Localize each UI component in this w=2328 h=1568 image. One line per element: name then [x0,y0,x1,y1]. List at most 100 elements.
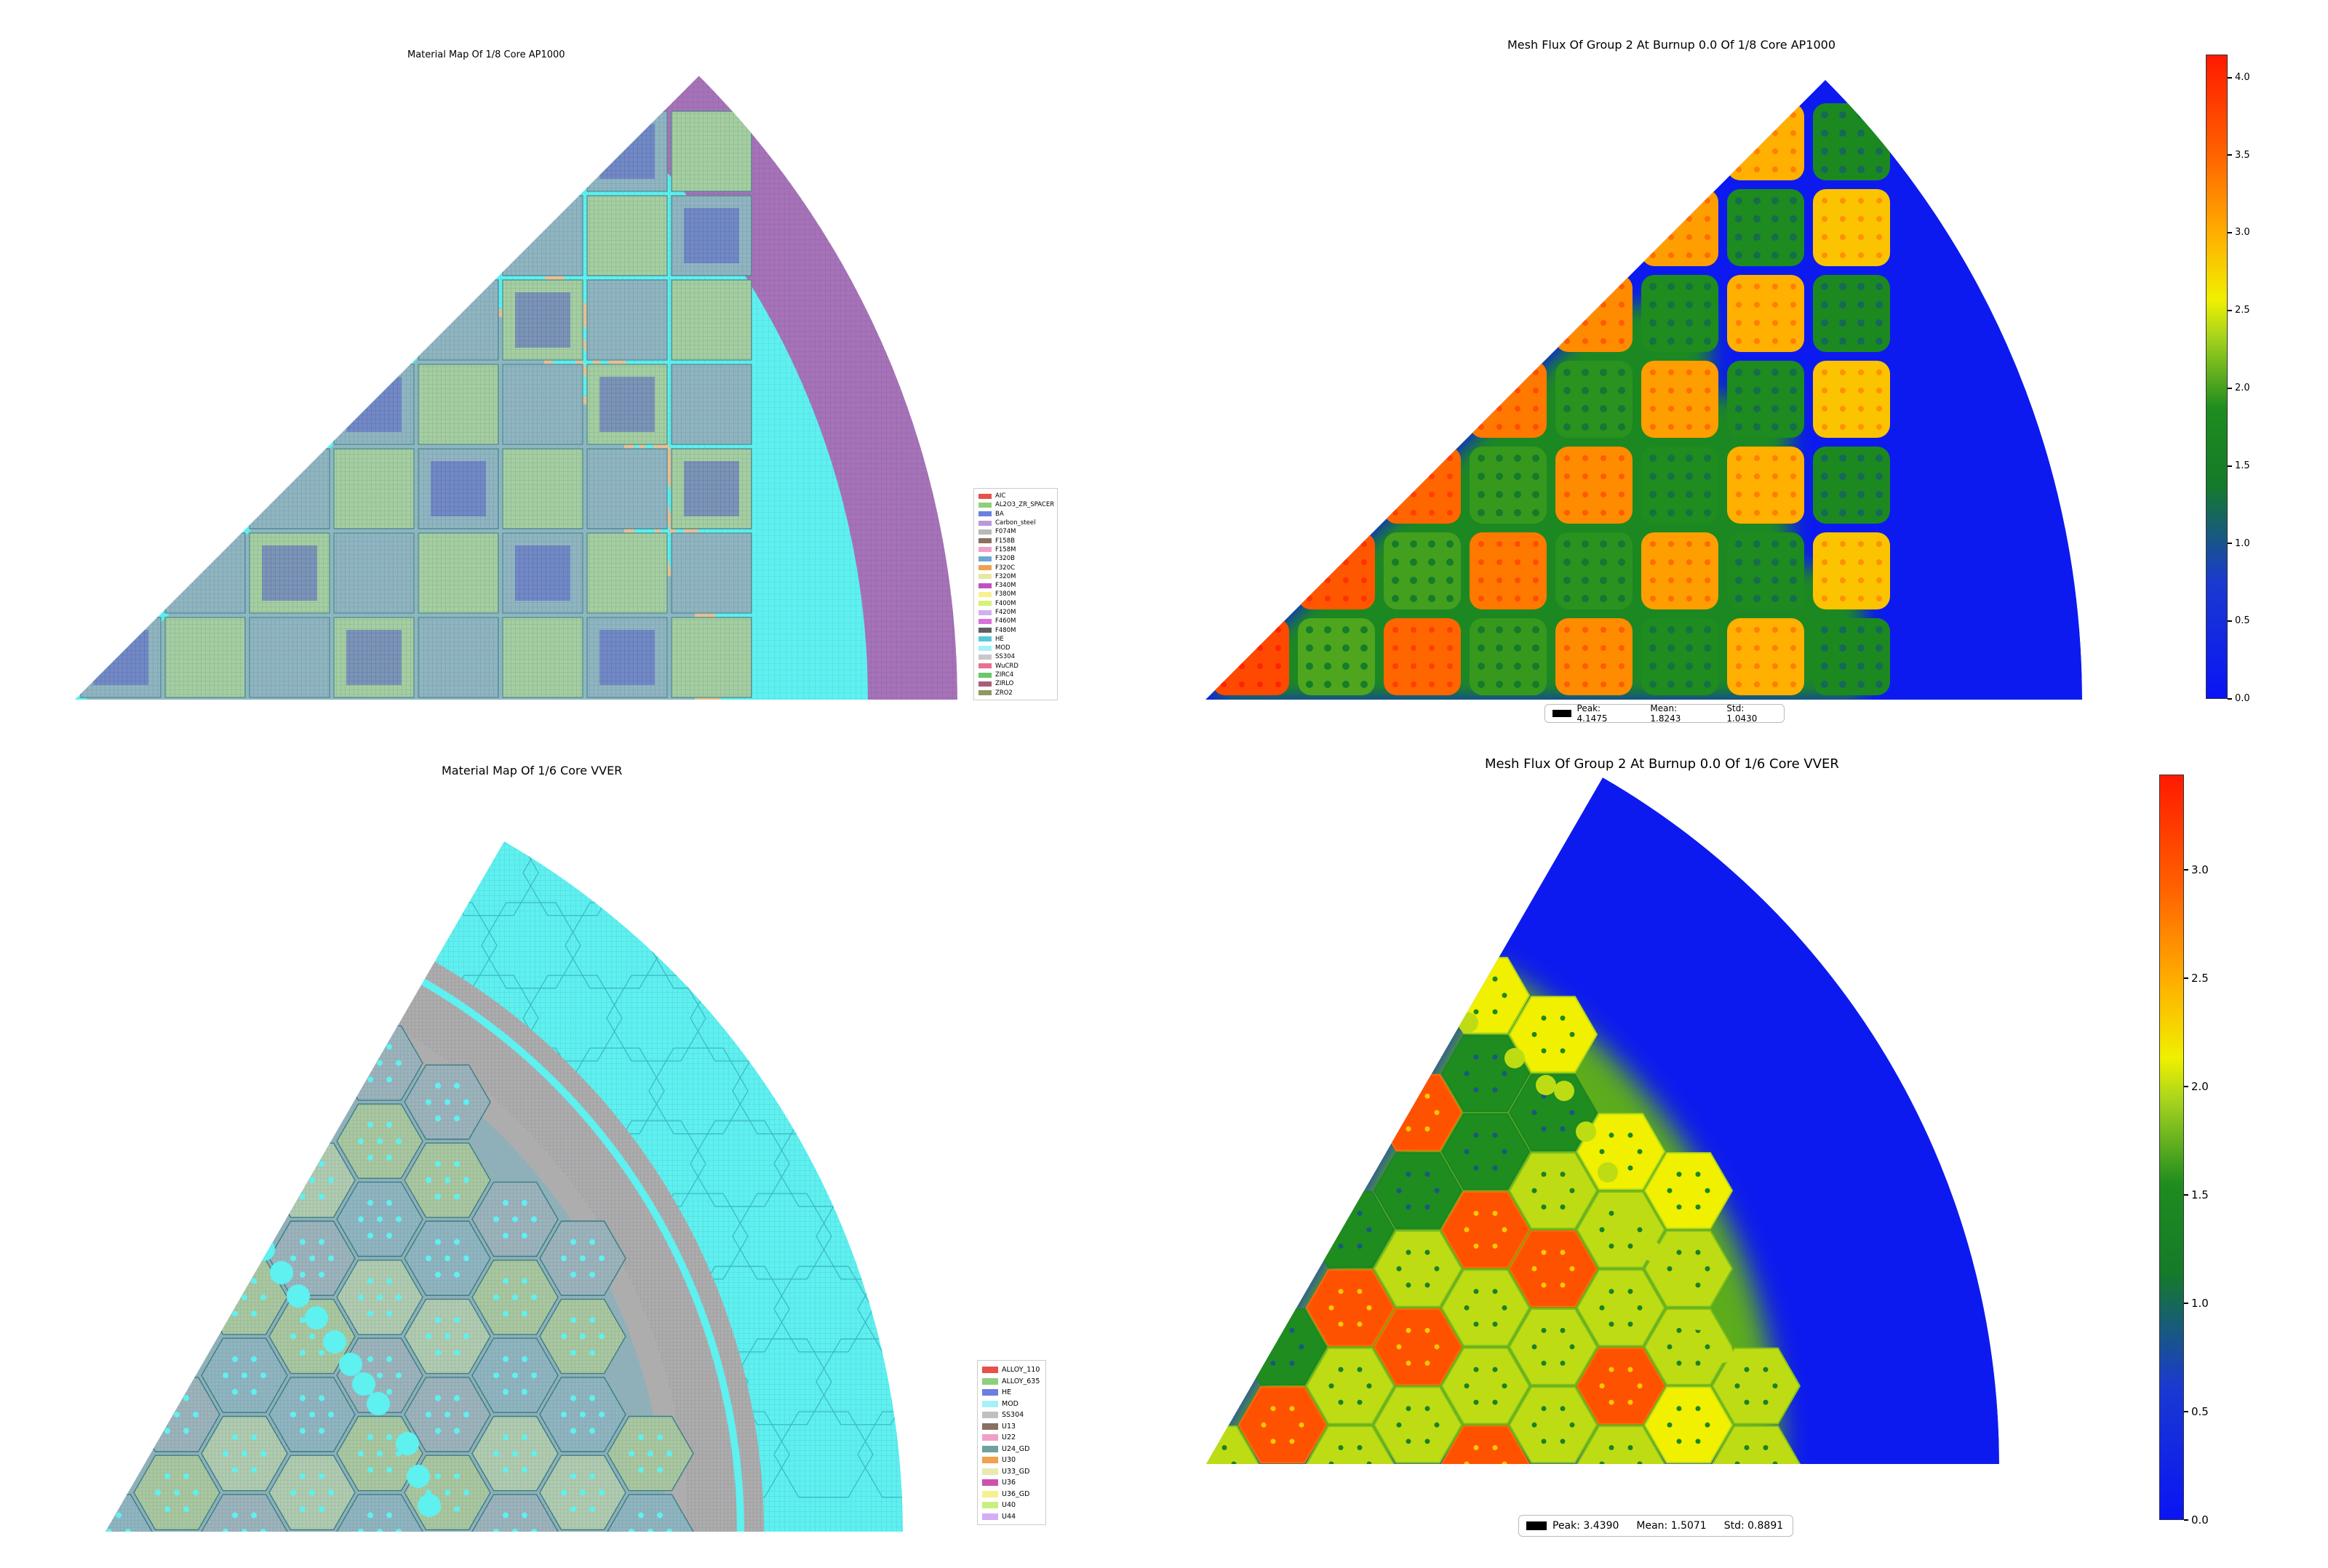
guide-tube [193,1411,199,1417]
flux-pin [1609,1444,1614,1450]
flux-pin [1840,577,1846,583]
flux-pin [1790,215,1797,223]
guide-tube [493,1216,499,1223]
flux-pin [1676,1439,1682,1444]
guide-tube [183,1395,189,1401]
shroud-hole [339,1353,362,1376]
guide-tube [454,1395,460,1401]
flux-pin [1790,148,1796,154]
flux-pin [1875,319,1883,327]
flux-pin [1822,369,1827,375]
flux-pin [1239,627,1245,633]
flux-pin [1306,644,1313,652]
flux-assembly [1641,618,1718,695]
guide-tube [522,1232,527,1239]
vver-material-plot [105,841,903,1532]
flux-pin [1618,405,1625,412]
reflector-hex [606,841,706,916]
flux-pin [1858,424,1864,430]
guide-tube [386,1199,392,1206]
flux-pin [1410,595,1417,602]
flux-pin [1357,1321,1363,1327]
flux-pin [1839,644,1846,652]
legend-swatch [978,520,992,526]
guide-tube [493,1372,499,1379]
flux-pin [1496,681,1503,688]
reflector-hex [732,902,832,989]
flux-pin [1618,369,1625,376]
flux-pin [1676,1360,1682,1366]
flux-pin [1473,1210,1479,1216]
flux-pin [1822,577,1827,583]
flux-pin [1840,198,1846,204]
flux-pin [1754,473,1760,479]
guide-tube [599,1489,605,1496]
flux-pin [1627,1321,1633,1327]
guide-tube [319,1193,324,1200]
legend-swatch [982,1490,998,1497]
guide-tube [251,1467,257,1473]
guide-tube [463,1177,469,1183]
guide-tube [328,1411,334,1417]
flux-pin [1473,1399,1479,1405]
flux-assembly [1470,618,1547,695]
flux-pin [1736,473,1742,479]
assembly-pin-mesh [418,280,498,360]
flux-pin [1343,559,1349,565]
flux-pin [1560,1015,1566,1021]
flux-pin [1705,559,1710,565]
absorber-mesh [431,461,486,516]
flux-pin [1328,1383,1334,1389]
flux-pin [1406,1327,1411,1333]
flux-pin [1753,559,1761,566]
flux-pin [1736,148,1742,154]
flux-pin [1582,455,1588,461]
absorber-mesh [599,124,655,179]
colorbar-tick-label: 2.0 [2191,1079,2209,1093]
colorbar-tick-mark [2184,1410,2188,1412]
flux-pin [1753,369,1761,376]
flux-pin [1478,663,1485,670]
guide-tube [435,1271,441,1278]
reflector-hex [773,1411,874,1498]
flux-pin [1686,388,1692,393]
flux-pin [1650,577,1656,583]
legend-entry: U24_GD [982,1444,1041,1455]
flux-pin [1600,627,1606,633]
flux-pin [1821,337,1828,345]
flux-pin [1857,319,1865,327]
guide-tube [570,1239,576,1245]
central-tube [580,1489,586,1496]
flux-pin [1560,1249,1566,1255]
legend-swatch [982,1445,998,1452]
flux-pin [1531,1110,1537,1116]
material-legend: ALLOY_110 ALLOY_635 HE MOD SS304 U13 U22 U24_GD… [977,1360,1046,1525]
guide-tube [164,1473,170,1479]
legend-swatch [978,681,992,687]
legend-entry: HE [982,1387,1041,1399]
legend-label: ALLOY_110 [1002,1366,1040,1375]
guide-tube [251,1356,257,1362]
flux-pin [1668,541,1674,547]
flux-pin [1676,1172,1682,1177]
flux-pin [1564,492,1570,497]
panel-vver-material: Material Map Of 1/6 Core VVER ALLOY_110 A… [0,727,1135,1568]
core-octant [75,76,957,700]
flux-pin [1563,423,1571,431]
flux-pin [1560,1327,1566,1333]
flux-pin [1464,993,1470,999]
central-tube [377,1060,383,1066]
flux-pin [1875,129,1883,137]
central-tube [377,1529,383,1532]
guide-tube [463,1099,469,1105]
flux-pin [1533,369,1539,375]
flux-pin [1600,492,1606,497]
central-tube [445,1489,450,1496]
flux-pin [1361,541,1367,547]
flux-pin [1492,1367,1498,1372]
flux-pin [1514,509,1521,516]
legend-label: F158B [995,537,1015,545]
flux-pin [1650,541,1656,547]
flux-pin [1478,424,1484,430]
reflector-hex [481,841,581,844]
